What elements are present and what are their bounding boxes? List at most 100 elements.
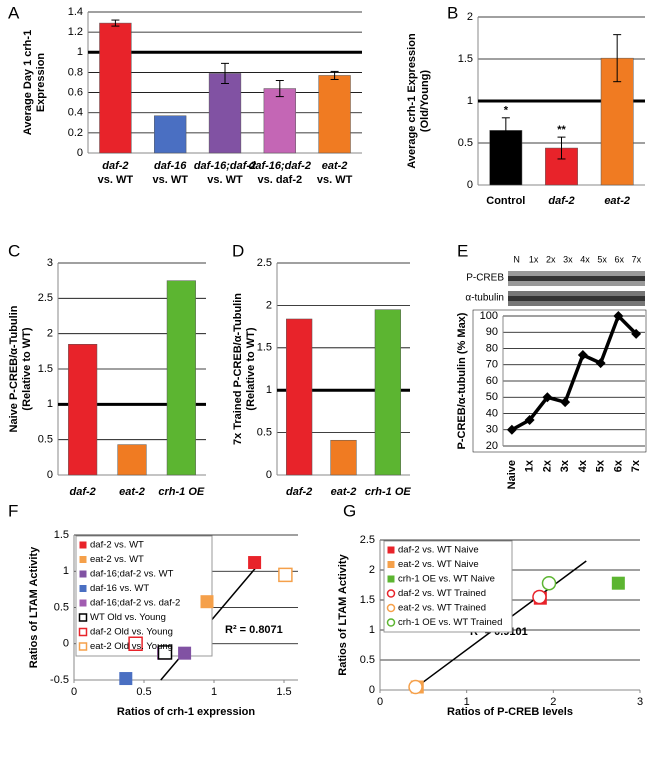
y-tick-label: 2 [47, 328, 53, 340]
y-tick-label: 2 [467, 11, 473, 23]
bar [286, 318, 313, 476]
x-tick-label: 1 [464, 696, 470, 708]
legend-label: WT Old vs. Young [90, 612, 166, 623]
y-tick-label: 0.5 [54, 601, 69, 613]
plot-frame [472, 309, 647, 453]
x-tick-label: vs. WT [98, 174, 134, 186]
y-axis-label: Ratios of LTAM Activity [28, 546, 40, 668]
point-marker [613, 311, 624, 321]
y-tick-label: 80 [486, 342, 498, 354]
x-tick-label: eat-2 [604, 195, 630, 207]
x-tick-label: daf-2 [286, 486, 312, 498]
y-tick-label: 1 [63, 565, 69, 577]
blot-row-label: α-tubulin [465, 293, 504, 304]
y-tick-label: -0.5 [50, 674, 69, 686]
y-tick-label: 1.5 [360, 594, 375, 606]
y-tick-label: 1.4 [68, 6, 83, 18]
point-marker [595, 358, 606, 369]
panel-letter: A [8, 3, 20, 22]
point-marker [577, 350, 588, 360]
blot-lane-label: 7x [632, 254, 642, 264]
blot-lane-label: 5x [597, 254, 607, 264]
point [541, 575, 557, 591]
point [611, 576, 625, 590]
y-axis-label: 7x Trained P-CREB/α-Tubulin [232, 293, 244, 445]
x-tick-label: daf-2 [102, 160, 128, 172]
legend-label: daf-16;daf-2 vs. WT [90, 569, 174, 580]
legend-label: daf-16;daf-2 vs. daf-2 [90, 598, 180, 609]
legend-marker [386, 618, 396, 627]
y-tick-label: 0.5 [458, 137, 473, 149]
y-tick-label: 1.5 [257, 342, 272, 354]
y-tick-label: 2 [369, 564, 375, 576]
bar [117, 444, 147, 476]
line [511, 312, 638, 432]
point [128, 636, 143, 651]
error-bar [330, 70, 339, 80]
legend-marker [78, 613, 88, 622]
legend-marker [78, 642, 88, 651]
blot-lane-label: 6x [615, 254, 625, 264]
blot-band-dark [508, 276, 645, 281]
point [248, 556, 262, 570]
y-tick-label: 100 [480, 310, 498, 322]
y-tick-label: 70 [486, 359, 498, 371]
point [408, 679, 423, 695]
y-tick-label: 0.6 [68, 86, 83, 98]
x-tick-label: 0 [71, 686, 77, 698]
y-tick-label: 0.5 [360, 654, 375, 666]
x-tick-label: daf-2 [70, 486, 96, 498]
error-bar [557, 136, 566, 160]
y-tick-label: 0.8 [68, 66, 83, 78]
point [532, 589, 547, 605]
y-tick-label: 1 [47, 398, 53, 410]
y-tick-label: 0 [47, 469, 53, 481]
legend-marker [386, 589, 396, 598]
y-tick-label: 1.5 [38, 363, 53, 375]
panel-letter: F [8, 501, 18, 520]
legend-label: daf-2 vs. WT [90, 540, 144, 551]
x-axis-label: Ratios of crh-1 expression [117, 706, 255, 718]
x-tick-label: eat-2 [331, 486, 357, 498]
point [278, 567, 293, 583]
x-tick-label: vs. WT [152, 174, 188, 186]
y-tick-label: 0.5 [257, 427, 272, 439]
legend-marker [79, 585, 87, 592]
x-tick-label: 1x [524, 459, 536, 472]
blot-row-label: P-CREB [466, 273, 504, 284]
x-tick-label: 5x [595, 459, 607, 472]
legend-box [75, 535, 213, 657]
point-marker [506, 424, 517, 435]
y-tick-label: 0.5 [38, 434, 53, 446]
legend-marker [387, 546, 395, 554]
panel-letter: D [232, 241, 244, 260]
x-tick-label: daf-2 [548, 195, 574, 207]
y-axis-label: (Relative to WT) [21, 327, 33, 410]
y-tick-label: 1.5 [54, 529, 69, 541]
legend-label: crh-1 OE vs. WT Naive [398, 574, 495, 585]
x-tick-label: 6x [612, 459, 624, 472]
x-tick-label: vs. WT [317, 174, 353, 186]
legend-marker [78, 627, 88, 637]
y-axis-label: Average Day 1 crh-1 [22, 30, 34, 135]
y-tick-label: 0 [369, 684, 375, 696]
y-tick-label: 30 [486, 424, 498, 436]
legend-label: daf-2 vs. WT Naive [398, 545, 479, 556]
legend-label: eat-2 vs. WT [90, 554, 144, 565]
bar [330, 439, 357, 476]
significance-label: ** [557, 124, 566, 136]
y-tick-label: 2.5 [360, 534, 375, 546]
significance-label: * [504, 105, 509, 117]
error-bar [275, 79, 284, 98]
panel-letter: C [8, 241, 20, 260]
y-tick-label: 2 [266, 299, 272, 311]
y-tick-label: 90 [486, 326, 498, 338]
error-bar [111, 19, 120, 27]
y-axis-label: (Old/Young) [419, 70, 431, 132]
y-axis-label: Ratios of LTAM Activity [337, 553, 349, 675]
x-tick-label: 0 [377, 696, 383, 708]
y-tick-label: 50 [486, 391, 498, 403]
y-tick-label: 0 [63, 638, 69, 650]
y-axis-label: (Relative to WT) [245, 327, 257, 410]
